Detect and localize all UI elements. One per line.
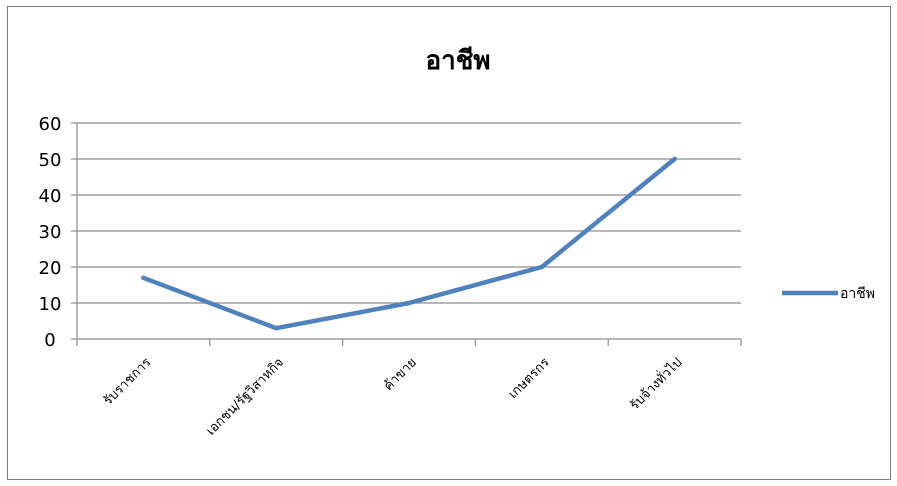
series-layer: [141, 156, 677, 331]
x-tick-label: รับราชการ: [101, 355, 154, 408]
x-tick-label: ค้าขาย: [381, 355, 420, 394]
y-tick-label: 10: [39, 294, 62, 315]
y-tick-label: 40: [39, 186, 62, 207]
legend: อาชีพ: [782, 286, 875, 302]
gridlines: [77, 122, 741, 304]
x-tick-label: รับจ้างทั่วไป: [626, 354, 686, 414]
chart-title: อาชีพ: [426, 46, 491, 76]
data-point: [672, 156, 677, 162]
y-axis-ticks: 0 10 20 30 40 50 60: [39, 114, 77, 351]
y-tick-label: 20: [39, 258, 62, 279]
data-point: [539, 264, 544, 270]
data-point: [274, 326, 279, 331]
legend-label: อาชีพ: [840, 286, 875, 302]
y-tick-label: 60: [39, 114, 62, 135]
x-tick-label: เอกชน/รัฐวิสาหกิจ: [204, 355, 287, 438]
data-point: [406, 300, 412, 306]
y-tick-label: 0: [44, 330, 55, 351]
chart-frame: [7, 6, 891, 480]
data-point: [141, 275, 146, 280]
x-axis-ticks: รับราชการ เอกชน/รัฐวิสาหกิจ ค้าขาย เกษตรกร ร…: [76, 339, 742, 439]
y-tick-label: 30: [39, 222, 62, 243]
x-tick-label: เกษตรกร: [506, 355, 553, 402]
y-tick-label: 50: [39, 150, 62, 171]
